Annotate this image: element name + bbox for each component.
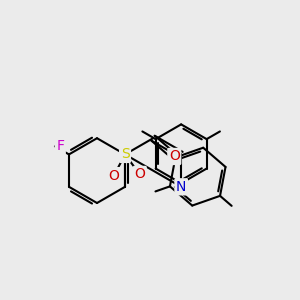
Text: F: F <box>56 139 64 153</box>
Text: N: N <box>176 180 186 194</box>
Text: O: O <box>108 169 119 183</box>
Text: O: O <box>169 149 180 164</box>
Text: O: O <box>134 167 145 182</box>
Text: S: S <box>121 147 129 161</box>
